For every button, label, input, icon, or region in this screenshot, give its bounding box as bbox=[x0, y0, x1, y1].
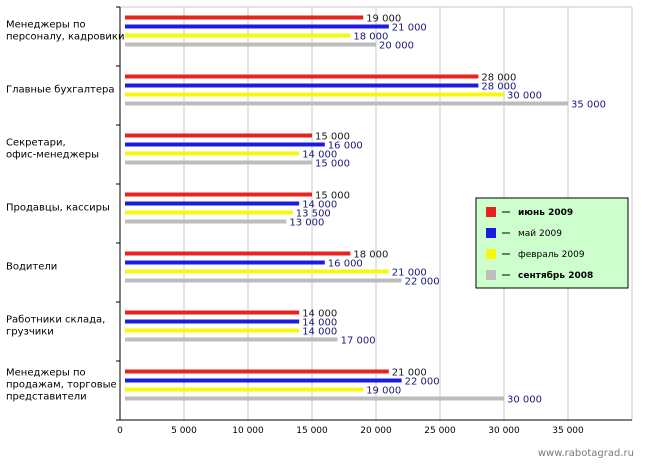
legend-swatch bbox=[486, 207, 496, 217]
bar-3-5 bbox=[125, 269, 389, 274]
bar-1-7 bbox=[125, 369, 389, 374]
data-label: 14 000 bbox=[302, 150, 337, 161]
legend-entry: май 2009 bbox=[518, 229, 562, 239]
category-label: Секретари, офис-менеджеры bbox=[6, 138, 99, 161]
data-label: 15 000 bbox=[315, 191, 350, 202]
bar-1-1 bbox=[125, 15, 364, 20]
data-label: 28 000 bbox=[481, 73, 516, 84]
x-tick-label: 10 000 bbox=[232, 426, 264, 436]
data-label: 14 000 bbox=[302, 327, 337, 338]
data-label: 16 000 bbox=[328, 259, 363, 270]
category-label: Главные бухгалтера bbox=[6, 85, 115, 96]
category-label: Менеджеры по персоналу, кадровики bbox=[6, 20, 124, 43]
bar-3-3 bbox=[125, 151, 300, 156]
category-label: Работники склада, грузчики bbox=[6, 315, 105, 338]
data-label: 18 000 bbox=[353, 250, 388, 261]
bar-3-6 bbox=[125, 328, 300, 333]
data-label: 21 000 bbox=[392, 23, 427, 34]
bar-2-6 bbox=[125, 319, 300, 324]
legend: июнь 2009 май 2009 февраль 2009 сентябрь 20… bbox=[475, 197, 629, 289]
x-tick-label: 25 000 bbox=[424, 426, 456, 436]
data-label: 15 000 bbox=[315, 159, 350, 170]
data-label: 16 000 bbox=[328, 141, 363, 152]
x-tick-label: 20 000 bbox=[360, 426, 392, 436]
bar-1-3 bbox=[125, 133, 312, 138]
bar-2-4 bbox=[125, 201, 300, 206]
bar-3-2 bbox=[125, 92, 504, 97]
data-label: 28 000 bbox=[481, 82, 516, 93]
watermark-text: www.rabotagrad.ru bbox=[538, 448, 634, 459]
data-label: 35 000 bbox=[571, 100, 606, 111]
x-tick-label: 30 000 bbox=[488, 426, 520, 436]
x-tick-label: 35 000 bbox=[552, 426, 584, 436]
legend-entry: февраль 2009 bbox=[518, 250, 585, 260]
legend-swatch bbox=[486, 249, 496, 259]
data-label: 30 000 bbox=[507, 91, 542, 102]
bar-3-4 bbox=[125, 210, 293, 215]
bar-4-5 bbox=[125, 278, 402, 283]
data-label: 18 000 bbox=[353, 32, 388, 43]
data-label: 19 000 bbox=[366, 386, 401, 397]
legend-swatch bbox=[486, 270, 496, 280]
data-label: 14 000 bbox=[302, 309, 337, 320]
bars bbox=[125, 15, 568, 401]
x-tick-label: 0 bbox=[117, 426, 123, 436]
value-labels: 19 000 28 000 15 000 15 000 18 000 14 000 21 0… bbox=[289, 14, 606, 406]
bar-1-6 bbox=[125, 310, 300, 315]
data-label: 20 000 bbox=[379, 41, 414, 52]
legend-entry: июнь 2009 bbox=[518, 208, 573, 218]
bar-4-6 bbox=[125, 337, 338, 342]
bar-4-1 bbox=[125, 42, 376, 47]
x-tick-label: 5 000 bbox=[171, 426, 197, 436]
data-label: 21 000 bbox=[392, 268, 427, 279]
category-label: Водители bbox=[6, 262, 57, 273]
data-label: 21 000 bbox=[392, 368, 427, 379]
legend-swatch bbox=[486, 228, 496, 238]
data-label: 22 000 bbox=[405, 277, 440, 288]
data-label: 14 000 bbox=[302, 318, 337, 329]
data-label: 17 000 bbox=[341, 336, 376, 347]
data-label: 13 500 bbox=[296, 209, 331, 220]
bar-4-3 bbox=[125, 160, 312, 165]
category-label: Менеджеры по продажам, торговые представит… bbox=[6, 368, 117, 403]
category-label: Продавцы, кассиры bbox=[6, 203, 110, 214]
bar-1-5 bbox=[125, 251, 351, 256]
data-label: 15 000 bbox=[315, 132, 350, 143]
bar-2-3 bbox=[125, 142, 325, 147]
bar-4-4 bbox=[125, 219, 287, 224]
axes: 0 5 000 10 000 15 000 20 000 25 000 30 000 35 0… bbox=[6, 6, 632, 436]
data-label: 13 000 bbox=[289, 218, 324, 229]
data-label: 30 000 bbox=[507, 395, 542, 406]
bar-4-7 bbox=[125, 396, 504, 401]
bar-2-1 bbox=[125, 24, 389, 29]
bar-2-5 bbox=[125, 260, 325, 265]
bar-3-7 bbox=[125, 387, 364, 392]
bar-1-2 bbox=[125, 74, 479, 79]
legend-box bbox=[475, 197, 629, 289]
bar-3-1 bbox=[125, 33, 351, 38]
data-label: 22 000 bbox=[405, 377, 440, 388]
data-label: 14 000 bbox=[302, 200, 337, 211]
x-tick-label: 15 000 bbox=[296, 426, 328, 436]
bar-2-2 bbox=[125, 83, 479, 88]
legend-entry: сентябрь 2008 bbox=[518, 270, 593, 281]
bar-4-2 bbox=[125, 101, 568, 106]
bar-1-4 bbox=[125, 192, 312, 197]
bar-2-7 bbox=[125, 378, 402, 383]
data-label: 19 000 bbox=[366, 14, 401, 25]
